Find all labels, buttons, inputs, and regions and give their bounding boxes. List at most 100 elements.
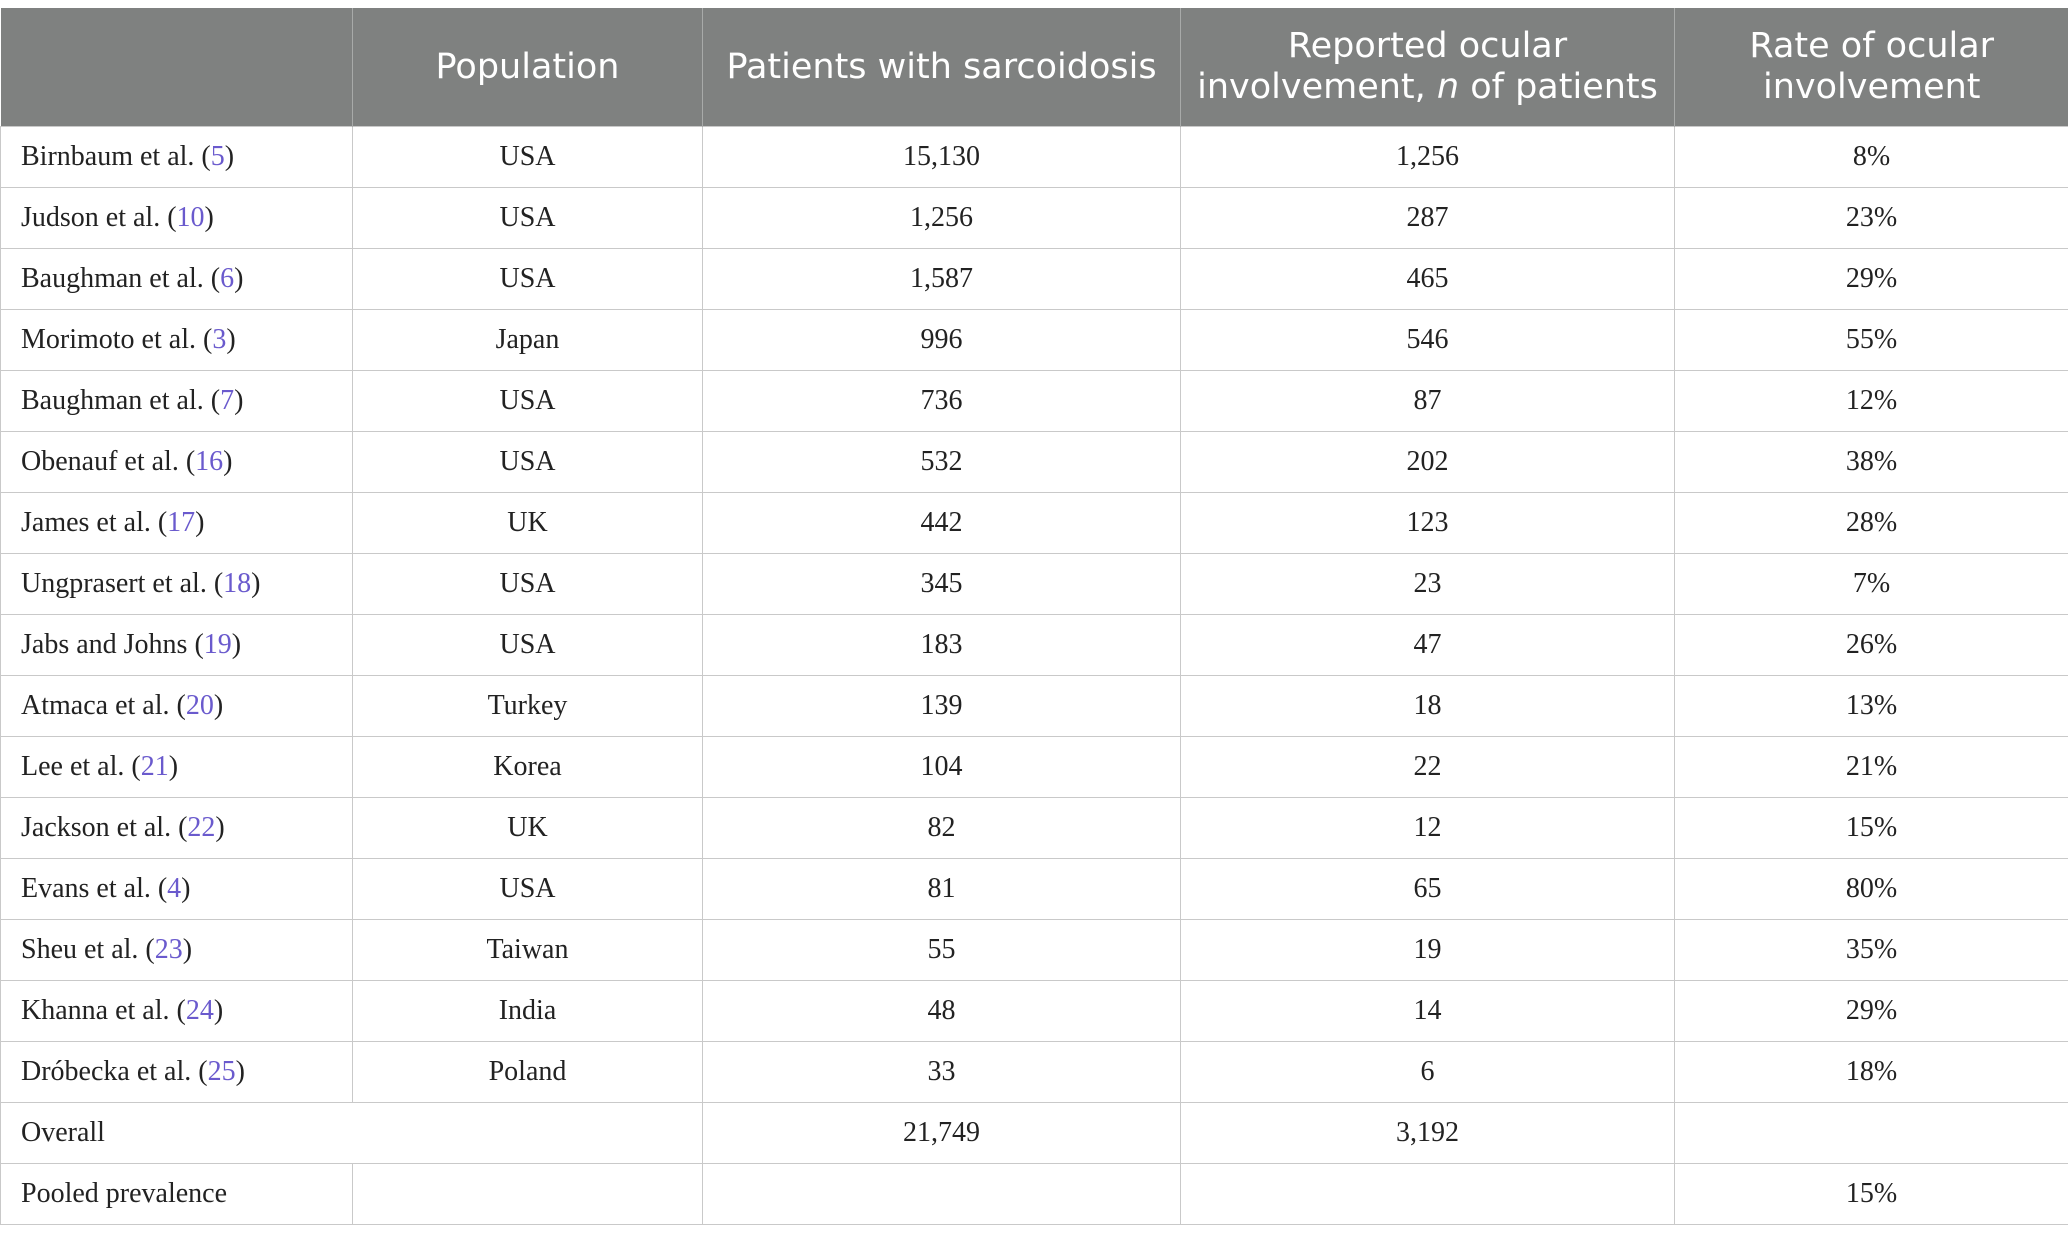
population-cell: India (352, 980, 703, 1042)
study-name: Baughman et al. (21, 385, 204, 416)
patients-cell: 81 (702, 858, 1181, 920)
citation-link: 10 (167, 202, 214, 233)
population-cell: USA (352, 858, 703, 920)
citation-link: 25 (198, 1056, 245, 1087)
population-cell: Poland (352, 1041, 703, 1103)
table-row: Khanna et al. 24India481429% (0, 980, 2068, 1042)
rate-cell: 15% (1674, 797, 2068, 859)
rate-cell: 28% (1674, 492, 2068, 554)
rate-cell (1674, 1102, 2068, 1164)
ocular-cell: 546 (1180, 309, 1675, 371)
citation-link: 21 (131, 751, 178, 782)
rate-cell: 23% (1674, 187, 2068, 249)
citation-link: 18 (214, 568, 261, 599)
patients-cell: 104 (702, 736, 1181, 798)
rate-cell: 29% (1674, 248, 2068, 310)
overall-row: Overall 21,749 3,192 (0, 1102, 2068, 1164)
citation-link: 4 (158, 873, 191, 904)
population-cell: Korea (352, 736, 703, 798)
patients-cell: 139 (702, 675, 1181, 737)
rate-cell: 29% (1674, 980, 2068, 1042)
ocular-cell: 6 (1180, 1041, 1675, 1103)
study-cell: Birnbaum et al. 5 (0, 126, 353, 188)
population-cell: USA (352, 370, 703, 432)
ocular-cell: 12 (1180, 797, 1675, 859)
study-name: Lee et al. (21, 751, 125, 782)
rate-cell: 7% (1674, 553, 2068, 615)
study-cell: Morimoto et al. 3 (0, 309, 353, 371)
patients-cell: 1,587 (702, 248, 1181, 310)
ocular-cell: 65 (1180, 858, 1675, 920)
ocular-cell (1180, 1163, 1675, 1225)
header-italic: n (1436, 67, 1460, 107)
study-name: Obenauf et al. (21, 446, 179, 477)
citation-link: 22 (178, 812, 225, 843)
study-cell: Obenauf et al. 16 (0, 431, 353, 493)
table-row: Ungprasert et al. 18USA345237% (0, 553, 2068, 615)
header-text: of patients (1459, 67, 1658, 107)
citation-link: 24 (177, 995, 224, 1026)
data-table: Population Patients with sarcoidosis Repor… (0, 8, 2068, 1225)
rate-cell: 13% (1674, 675, 2068, 737)
patients-cell: 82 (702, 797, 1181, 859)
population-cell: UK (352, 492, 703, 554)
study-name: Morimoto et al. (21, 324, 196, 355)
table-row: Dróbecka et al. 25Poland33618% (0, 1041, 2068, 1103)
patients-cell: 33 (702, 1041, 1181, 1103)
patients-cell: 183 (702, 614, 1181, 676)
ocular-cell: 23 (1180, 553, 1675, 615)
patients-cell (702, 1163, 1181, 1225)
ocular-cell: 47 (1180, 614, 1675, 676)
ocular-cell: 202 (1180, 431, 1675, 493)
patients-cell: 345 (702, 553, 1181, 615)
study-name: Evans et al. (21, 873, 151, 904)
study-cell: Atmaca et al. 20 (0, 675, 353, 737)
study-cell: James et al. 17 (0, 492, 353, 554)
study-name: Baughman et al. (21, 263, 204, 294)
study-name: Jabs and Johns (21, 629, 188, 660)
patients-cell: 21,749 (702, 1102, 1181, 1164)
citation-link: 6 (211, 263, 244, 294)
ocular-cell: 3,192 (1180, 1102, 1675, 1164)
table-row: Baughman et al. 7USA7368712% (0, 370, 2068, 432)
rate-cell: 15% (1674, 1163, 2068, 1225)
rate-cell: 80% (1674, 858, 2068, 920)
header-text: Reported ocular involvement, (1197, 26, 1568, 107)
study-name: Khanna et al. (21, 995, 170, 1026)
study-cell: Khanna et al. 24 (0, 980, 353, 1042)
ocular-cell: 123 (1180, 492, 1675, 554)
study-cell: Dróbecka et al. 25 (0, 1041, 353, 1103)
study-cell: Lee et al. 21 (0, 736, 353, 798)
study-cell: Evans et al. 4 (0, 858, 353, 920)
ocular-cell: 287 (1180, 187, 1675, 249)
pooled-row: Pooled prevalence 15% (0, 1163, 2068, 1225)
population-cell: USA (352, 431, 703, 493)
population-cell (352, 1163, 703, 1225)
patients-cell: 532 (702, 431, 1181, 493)
study-cell: Sheu et al. 23 (0, 919, 353, 981)
table-row: Jabs and Johns 19USA1834726% (0, 614, 2068, 676)
study-cell: Jabs and Johns 19 (0, 614, 353, 676)
table-row: Jackson et al. 22UK821215% (0, 797, 2068, 859)
rate-cell: 38% (1674, 431, 2068, 493)
citation-link: 5 (201, 141, 234, 172)
study-name: Judson et al. (21, 202, 161, 233)
study-cell: Baughman et al. 6 (0, 248, 353, 310)
header-cell (0, 8, 353, 127)
study-name: James et al. (21, 507, 151, 538)
table-row: Lee et al. 21Korea1042221% (0, 736, 2068, 798)
ocular-cell: 1,256 (1180, 126, 1675, 188)
rate-cell: 8% (1674, 126, 2068, 188)
citation-link: 23 (145, 934, 192, 965)
ocular-cell: 18 (1180, 675, 1675, 737)
patients-cell: 996 (702, 309, 1181, 371)
population-cell: Taiwan (352, 919, 703, 981)
population-cell: USA (352, 614, 703, 676)
table-row: Obenauf et al. 16USA53220238% (0, 431, 2068, 493)
header-cell: Population (352, 8, 703, 127)
rate-cell: 12% (1674, 370, 2068, 432)
ocular-cell: 22 (1180, 736, 1675, 798)
